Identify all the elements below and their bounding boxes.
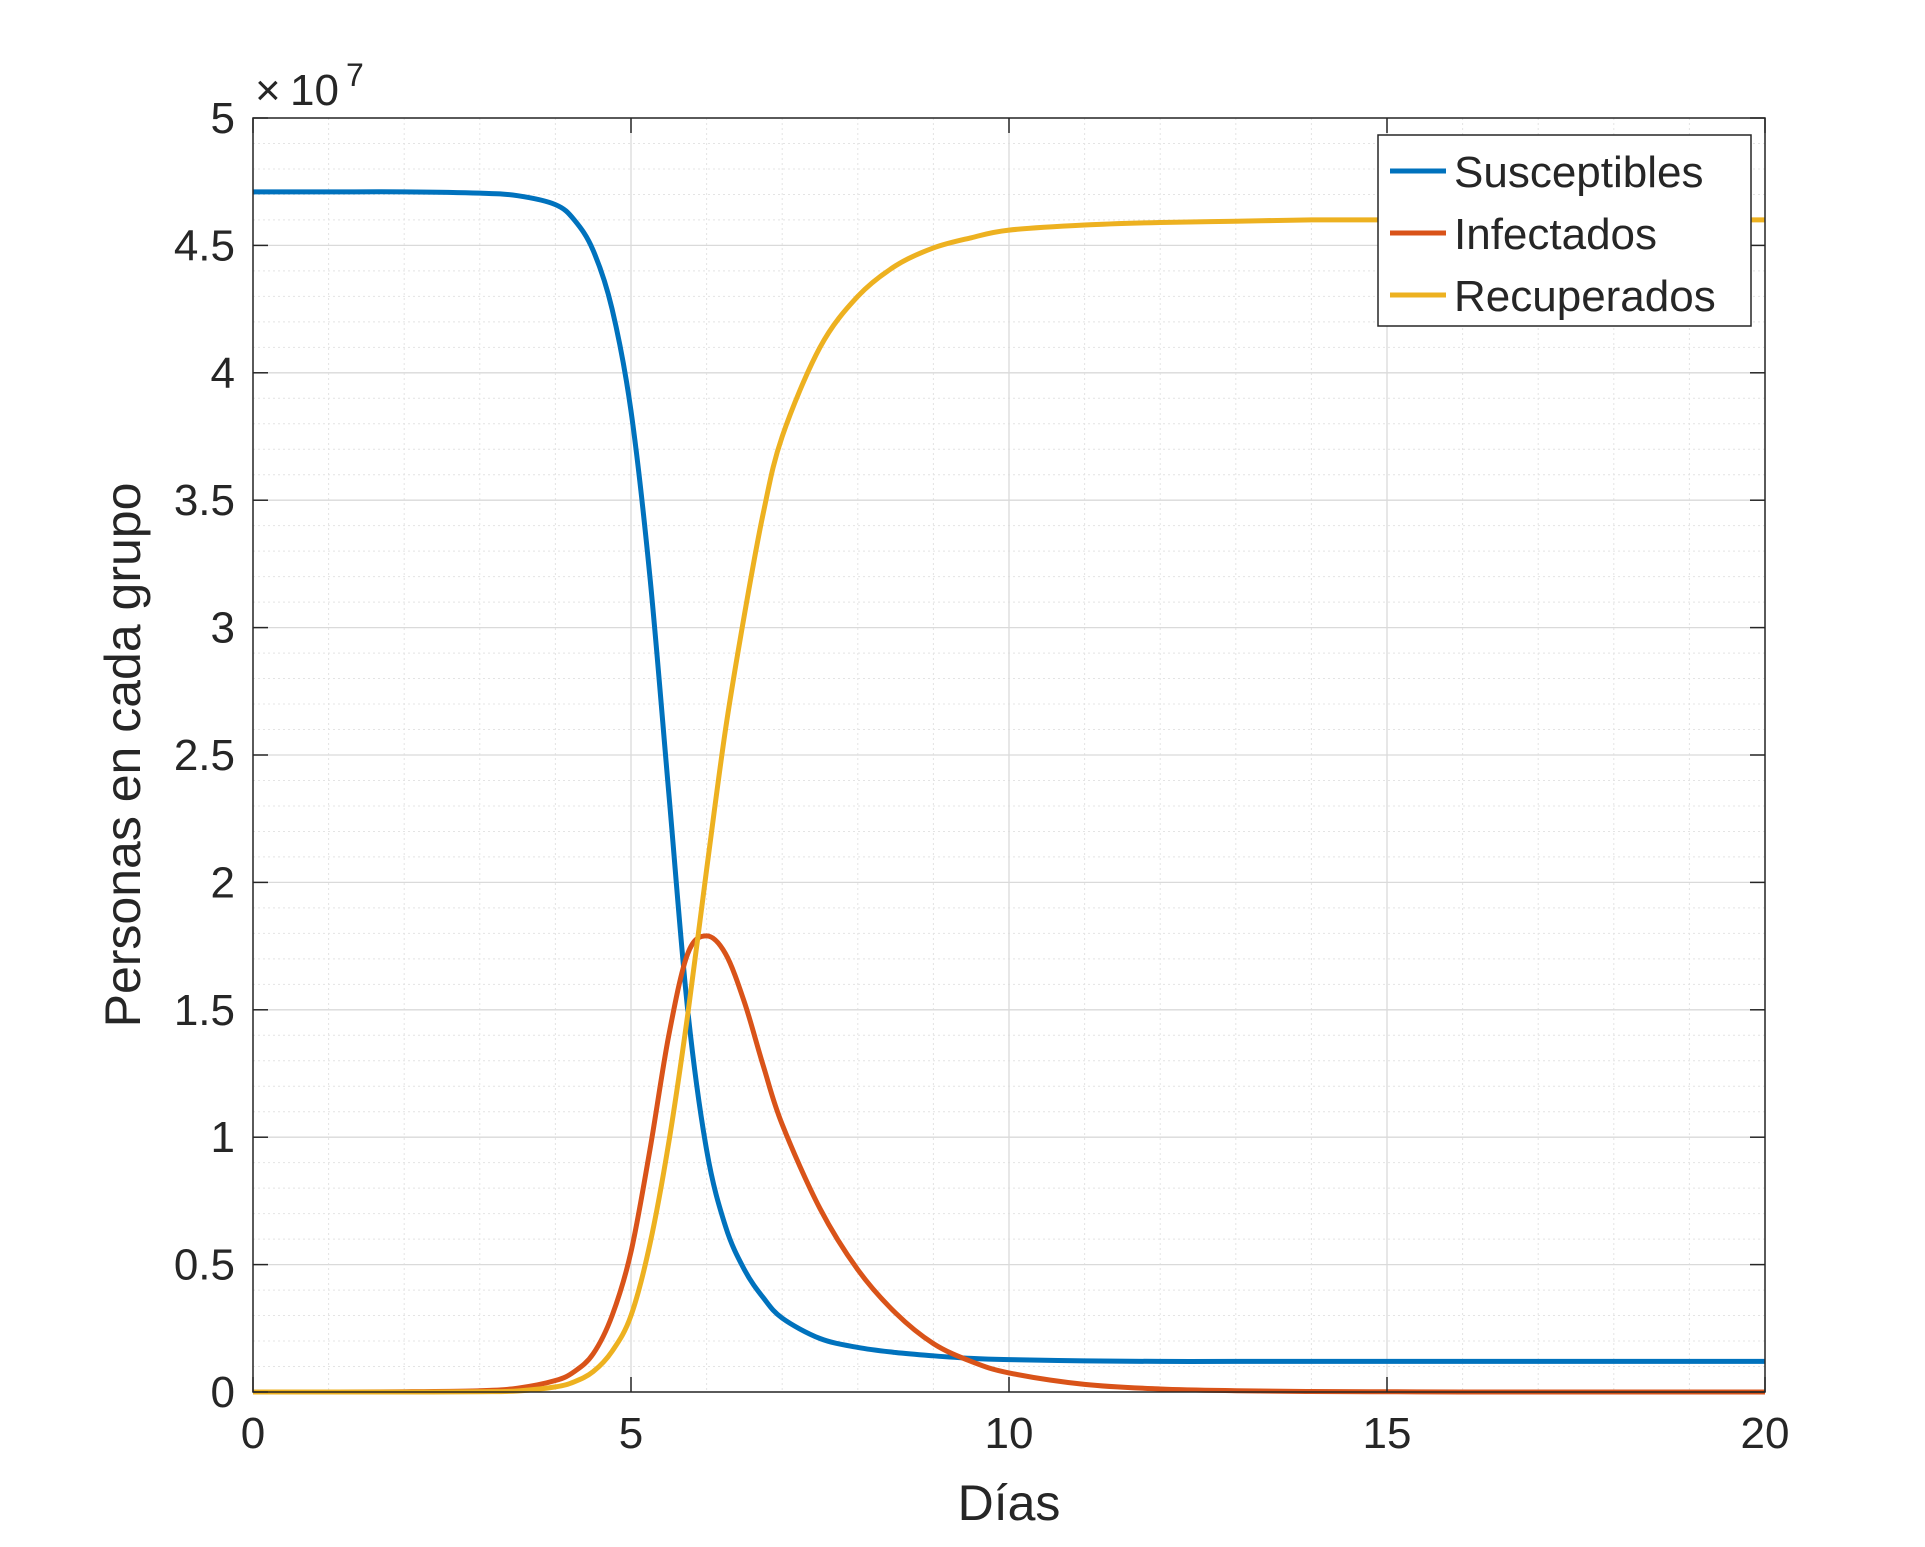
y-axis-label: Personas en cada grupo [95, 483, 151, 1028]
x-tick-labels: 0 5 10 15 20 [241, 1409, 1790, 1458]
y-tick-labels: 0 0.5 1 1.5 2 2.5 3 3.5 4 4.5 5 [174, 94, 235, 1417]
legend: Susceptibles Infectados Recuperados [1377, 134, 1752, 327]
series-line-susceptibles [252, 189, 1765, 1364]
y-tick-label: 3.5 [174, 476, 235, 525]
x-tick-label: 0 [241, 1409, 265, 1458]
y-tick-label: 4 [211, 349, 235, 398]
x-axis-label: Días [958, 1475, 1061, 1531]
y-exponent-multiply-sign: × [255, 66, 281, 115]
x-tick-label: 15 [1363, 1409, 1412, 1458]
y-exponent-label: × 10 7 [255, 57, 364, 115]
legend-label-susceptibles: Susceptibles [1454, 148, 1703, 197]
y-tick-label: 2.5 [174, 731, 235, 780]
y-tick-label: 5 [211, 94, 235, 143]
y-tick-label: 0 [211, 1368, 235, 1417]
y-tick-label: 1 [211, 1113, 235, 1162]
y-tick-label: 4.5 [174, 221, 235, 270]
legend-label-recuperados: Recuperados [1454, 272, 1716, 321]
x-tick-label: 20 [1741, 1409, 1790, 1458]
legend-label-infectados: Infectados [1454, 210, 1657, 259]
series-line-recuperados [253, 217, 1765, 1395]
y-tick-label: 1.5 [174, 986, 235, 1035]
y-tick-label: 3 [211, 604, 235, 653]
y-exponent-power: 7 [346, 57, 364, 93]
y-tick-label: 0.5 [174, 1241, 235, 1290]
y-exponent-base: 10 [290, 66, 339, 115]
axis-ticks [252, 117, 1766, 1393]
x-tick-label: 10 [985, 1409, 1034, 1458]
x-tick-label: 5 [619, 1409, 643, 1458]
y-tick-label: 2 [211, 858, 235, 907]
